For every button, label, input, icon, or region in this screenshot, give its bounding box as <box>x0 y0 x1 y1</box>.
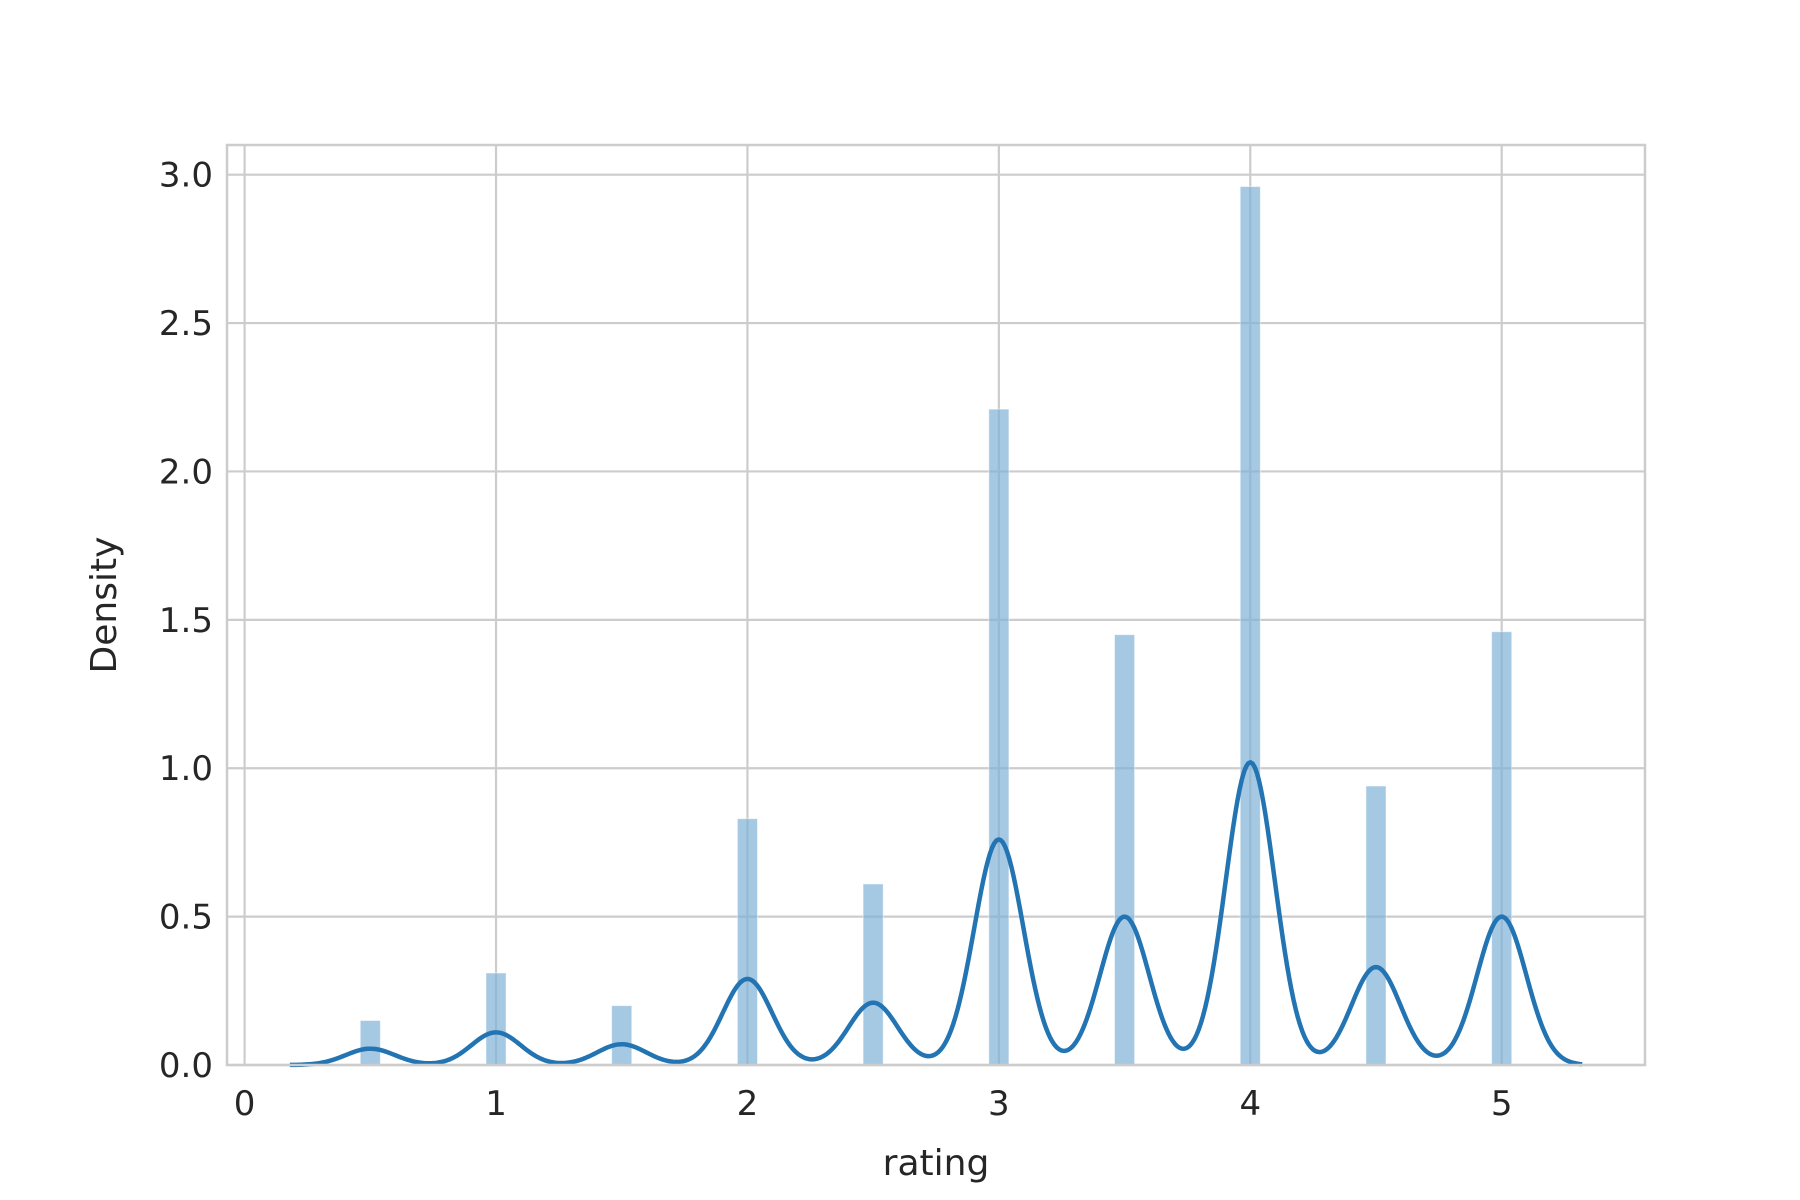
bar-0.5 <box>359 1019 381 1066</box>
x-tick-label-1: 1 <box>485 1084 507 1124</box>
y-tick-label-4: 2.0 <box>159 452 213 492</box>
x-tick-label-4: 4 <box>1239 1084 1261 1124</box>
x-tick-labels: 0 1 2 3 4 5 <box>234 1084 1513 1124</box>
bar-4 <box>1239 186 1261 1066</box>
y-axis-label: Density <box>84 537 125 674</box>
x-tick-label-3: 3 <box>988 1084 1010 1124</box>
x-tick-label-2: 2 <box>737 1084 759 1124</box>
y-tick-label-0: 0.0 <box>159 1046 213 1086</box>
bar-1 <box>485 972 507 1066</box>
y-tick-label-2: 1.0 <box>159 749 213 789</box>
plot-area <box>227 145 1645 1065</box>
histogram-bars <box>359 186 1513 1066</box>
kde-curve <box>289 760 1583 1068</box>
y-tick-label-1: 0.5 <box>159 898 213 938</box>
y-tick-labels: 0.0 0.5 1.0 1.5 2.0 2.5 3.0 <box>159 156 213 1086</box>
x-axis-label: rating <box>883 1143 990 1184</box>
x-tick-label-0: 0 <box>234 1084 256 1124</box>
bar-4.5 <box>1365 785 1387 1066</box>
x-tick-label-5: 5 <box>1491 1084 1513 1124</box>
bar-2 <box>736 818 758 1066</box>
bar-3 <box>988 408 1010 1066</box>
bar-2.5 <box>862 883 884 1066</box>
bar-1.5 <box>611 1005 633 1066</box>
bar-5 <box>1491 631 1513 1066</box>
y-tick-label-3: 1.5 <box>159 601 213 641</box>
plot-frame <box>225 143 1647 1067</box>
y-tick-label-6: 3.0 <box>159 156 213 196</box>
bar-3.5 <box>1114 634 1136 1066</box>
y-tick-label-5: 2.5 <box>159 304 213 344</box>
